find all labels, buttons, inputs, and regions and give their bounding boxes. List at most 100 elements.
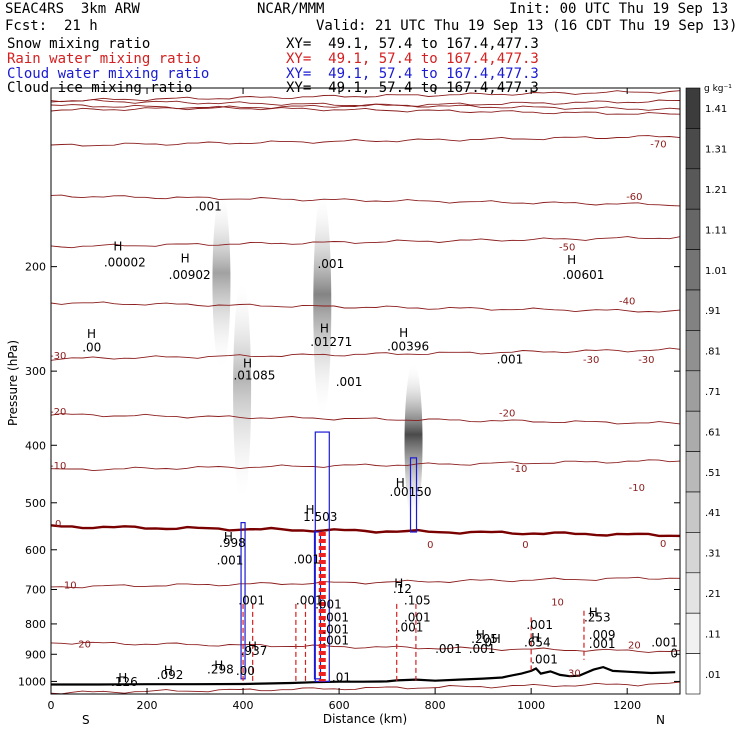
colorbar-swatch — [685, 249, 701, 291]
isotherm-line — [50, 413, 681, 425]
max-value-label: .001 — [397, 621, 424, 635]
colorbar-swatch — [685, 532, 701, 574]
y-tick-label: 900 — [25, 648, 46, 661]
x-tick-label: 400 — [233, 699, 254, 712]
isotherm-label: 10 — [64, 580, 77, 591]
colorbar-swatch — [685, 572, 701, 614]
isotherm-label: 0 — [427, 540, 433, 551]
max-value-label: H — [492, 632, 501, 646]
max-value-label: .001 — [293, 553, 320, 567]
max-value-label: .01271 — [310, 335, 352, 349]
isotherm-line — [50, 641, 681, 653]
colorbar-swatch — [685, 451, 701, 493]
y-tick-label: 200 — [25, 261, 46, 274]
snow-shading-column — [212, 192, 231, 372]
field-cloud-water-xy: XY= 49.1, 57.4 to 167.4,477.3 — [286, 66, 539, 82]
isotherm-label: -60 — [626, 192, 642, 203]
max-value-label: H — [399, 326, 408, 340]
isotherm-label: 10 — [551, 597, 564, 608]
isotherm-label: -10 — [511, 464, 527, 475]
max-value-label: .105 — [404, 594, 431, 608]
colorbar-label: .61 — [705, 427, 721, 438]
colorbar-swatch — [685, 168, 701, 210]
max-value-label: H — [164, 664, 173, 678]
field-snow-name: Snow mixing ratio — [7, 36, 151, 52]
forecast-label: Fcst: — [5, 18, 48, 34]
isotherm-line — [50, 194, 681, 207]
isotherm-label: 0 — [55, 519, 61, 530]
colorbar-label: .01 — [705, 670, 721, 681]
y-tick-label: 1000 — [18, 675, 46, 688]
isotherm-label: -20 — [499, 408, 515, 419]
max-value-label: .12 — [393, 582, 412, 596]
max-value-label: .009 — [589, 628, 616, 642]
colorbar-label: 1.21 — [705, 185, 727, 196]
max-value-label: .092 — [157, 668, 184, 682]
colorbar-swatch — [685, 87, 701, 129]
max-value-label: .001 — [322, 622, 349, 636]
max-value-label: .001 — [531, 652, 558, 666]
max-value-label: H — [248, 640, 257, 654]
max-value-label: H — [118, 671, 127, 685]
isotherm-line — [50, 90, 681, 103]
snow-shading-column — [313, 192, 332, 419]
isotherm-label: 30 — [568, 669, 581, 680]
isotherm-line — [50, 459, 681, 472]
max-value-label: .298 — [207, 663, 234, 677]
isotherm-line — [50, 347, 681, 361]
max-value-label: .205 — [471, 632, 498, 646]
isotherm-label: -30 — [583, 355, 599, 366]
field-snow-xy: XY= 49.1, 57.4 to 167.4,477.3 — [286, 36, 539, 52]
max-value-label: .001 — [238, 594, 265, 608]
colorbar-unit: g kg⁻¹ — [704, 84, 732, 94]
x-tick-label: 200 — [137, 699, 158, 712]
terrain-surface — [51, 665, 676, 686]
colorbar-swatch — [685, 410, 701, 452]
isotherm-label: 20 — [78, 639, 91, 650]
x-tick-label: 0 — [48, 699, 55, 712]
colorbar-swatch — [685, 612, 701, 654]
max-value-label: .00002 — [104, 256, 146, 270]
max-value-label: H — [305, 503, 314, 517]
x-tick-label: 600 — [329, 699, 350, 712]
isotherm-label: 20 — [628, 640, 641, 651]
isotherm-line — [50, 236, 681, 249]
max-value-label: .00396 — [387, 340, 429, 354]
max-value-label: .001 — [217, 553, 244, 567]
max-value-label: H — [589, 606, 598, 620]
isotherm-line — [50, 576, 681, 589]
max-value-label: H — [214, 658, 223, 672]
isotherm-line — [50, 524, 681, 538]
isotherm-label: 0 — [522, 540, 528, 551]
cloud-water-contour — [409, 457, 418, 533]
max-value-label: .001 — [296, 594, 323, 608]
isotherm-label: -50 — [559, 243, 575, 254]
max-value-label: .253 — [584, 611, 611, 625]
colorbar-label: .51 — [705, 468, 721, 479]
max-value-label: H — [243, 357, 252, 371]
max-value-label: .001 — [469, 642, 496, 656]
max-value-label: .01085 — [233, 369, 275, 383]
max-value-label: .001 — [317, 257, 344, 271]
max-value-label: H — [181, 252, 190, 266]
colorbar-swatch — [685, 208, 701, 250]
model-name: SEAC4RS 3km ARW — [5, 1, 140, 17]
isotherm-line — [50, 99, 681, 111]
max-value-label: .00150 — [390, 485, 432, 499]
snow-shading-column — [404, 362, 423, 523]
isotherm-label: -70 — [650, 139, 666, 150]
max-value-label: .001 — [526, 618, 553, 632]
field-rain-name: Rain water mixing ratio — [7, 51, 201, 67]
colorbar-swatch — [685, 330, 701, 372]
y-tick-label: 700 — [25, 584, 46, 597]
max-value-label: .001 — [589, 637, 616, 651]
field-cloud-water-name: Cloud water mixing ratio — [7, 66, 210, 82]
max-value-label: .00 — [82, 341, 101, 355]
snow-shading-column — [233, 279, 252, 503]
y-tick-label: 400 — [25, 439, 46, 452]
max-value-label: .001 — [651, 635, 678, 649]
max-value-label: .01 — [332, 670, 351, 684]
max-value-label: .00 — [236, 664, 255, 678]
y-tick-label: 600 — [25, 544, 46, 557]
